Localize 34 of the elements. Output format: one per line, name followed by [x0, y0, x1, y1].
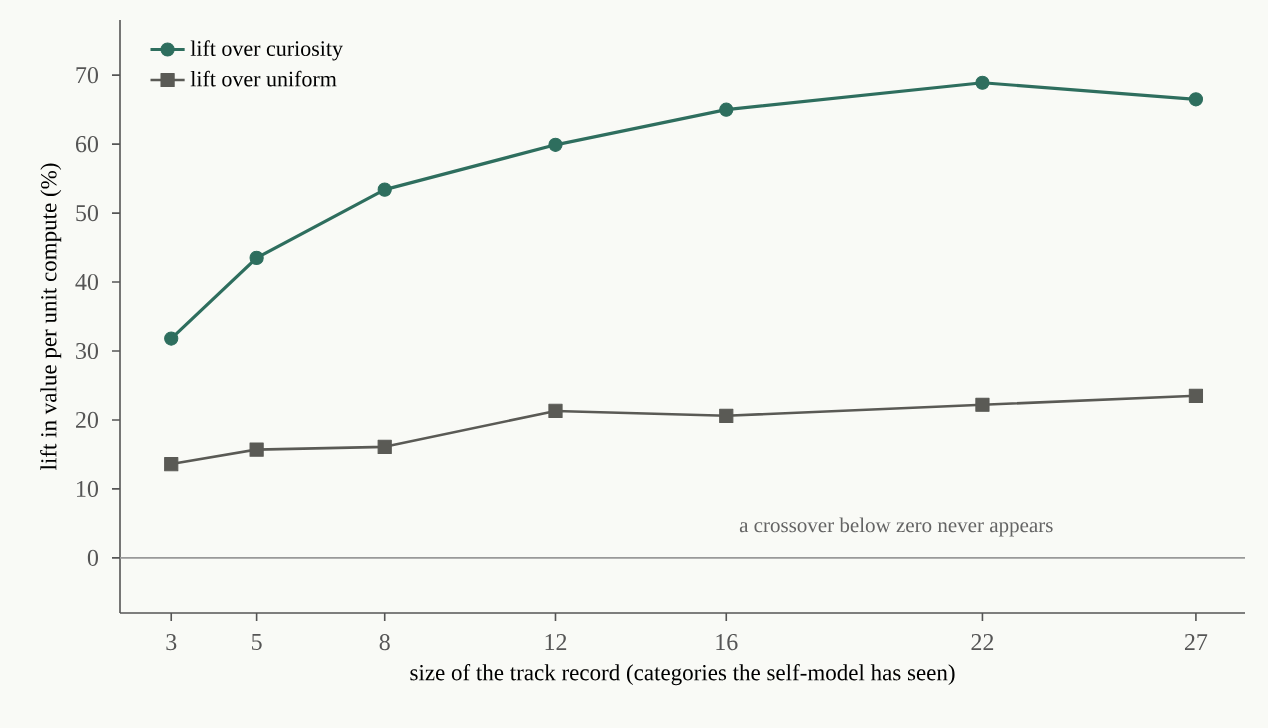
y-tick-label: 0 — [87, 549, 99, 566]
y-tick-label: 20 — [76, 411, 99, 429]
point — [249, 442, 264, 457]
y-tick-label: 50 — [76, 204, 99, 222]
point — [719, 102, 734, 117]
point — [377, 182, 392, 197]
point — [548, 403, 563, 419]
x-tick-label: 3 — [166, 634, 177, 651]
point — [249, 250, 264, 265]
x-tick-label: 8 — [379, 634, 390, 651]
x-tick-label: 27 — [1184, 634, 1208, 650]
x-axis-title: size of the track record (categories the self-model has seen) — [410, 664, 955, 686]
x-tick-label: 12 — [545, 634, 567, 650]
y-tick-label: 40 — [75, 273, 99, 291]
legend-label: lift over uniform — [190, 70, 337, 87]
y-tick-label: 10 — [77, 480, 99, 497]
point — [164, 331, 179, 346]
point — [377, 439, 392, 454]
point — [975, 397, 990, 412]
legend-label: lift over curiosity — [190, 40, 343, 61]
y-axis-title: lift in value per unit compute (%) — [40, 163, 62, 470]
x-tick-label: 5 — [252, 634, 262, 650]
y-tick-label: 30 — [76, 342, 99, 360]
y-tick-label: 60 — [75, 136, 99, 153]
point — [719, 408, 734, 423]
x-tick-label: 16 — [716, 634, 738, 651]
annotation: a crossover below zero never appears — [739, 517, 1053, 537]
point — [975, 75, 990, 90]
point — [1188, 388, 1204, 403]
point — [548, 137, 563, 152]
point — [1188, 92, 1204, 107]
point — [164, 456, 179, 472]
x-tick-label: 22 — [971, 634, 994, 650]
y-tick-label: 70 — [76, 67, 99, 84]
